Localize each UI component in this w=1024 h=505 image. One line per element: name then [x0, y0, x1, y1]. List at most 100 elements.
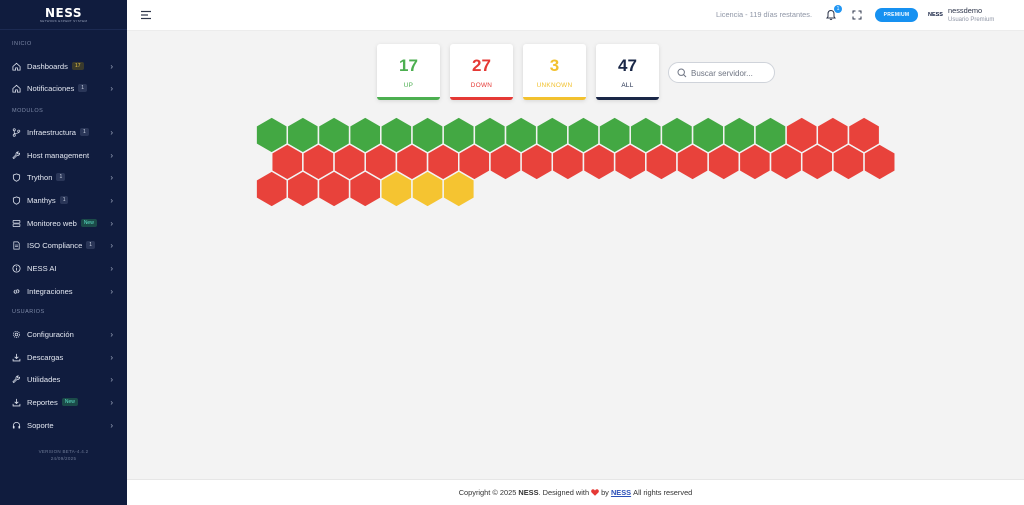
- stat-card-down[interactable]: 27 DOWN: [450, 44, 513, 100]
- shield-icon: [11, 195, 21, 205]
- chevron-right-icon: ›: [110, 329, 113, 339]
- user-name[interactable]: nessdemo: [948, 6, 983, 15]
- section-label-usuarios: USUARIOS: [12, 309, 45, 315]
- sidebar-item-configuracion[interactable]: Configuración ›: [0, 325, 127, 343]
- sidebar-item-label: Configuración: [27, 329, 74, 339]
- sidebar-item-label: Host management: [27, 150, 90, 160]
- sidebar-item-label: Integraciones: [27, 286, 73, 296]
- premium-button[interactable]: PREMIUM: [875, 8, 918, 22]
- sidebar-item-infraestructura[interactable]: Infraestructura 1 ›: [0, 123, 127, 141]
- stat-bar-all: [596, 97, 659, 100]
- footer-ness-link[interactable]: NESS: [610, 488, 632, 497]
- heart-icon: [591, 489, 599, 496]
- user-avatar[interactable]: NESS: [928, 12, 943, 18]
- stat-bar-unknown: [523, 97, 586, 100]
- stat-card-unknown[interactable]: 3 UNKNOWN: [523, 44, 586, 100]
- sidebar-item-iso-compliance[interactable]: ISO Compliance 1 ›: [0, 236, 127, 254]
- chevron-right-icon: ›: [110, 286, 113, 296]
- sidebar-item-label: Soporte: [27, 420, 54, 430]
- server-icon: [11, 218, 21, 228]
- sidebar-item-badge: 1: [79, 128, 89, 136]
- wrench-icon: [11, 374, 21, 384]
- chevron-right-icon: ›: [110, 83, 113, 93]
- chevron-right-icon: ›: [110, 352, 113, 362]
- chevron-right-icon: ›: [110, 127, 113, 137]
- sidebar-item-host-management[interactable]: Host management ›: [0, 146, 127, 164]
- user-role: Usuario Premium: [948, 17, 995, 23]
- info-icon: [11, 263, 21, 273]
- sidebar-item-badge: 17: [71, 62, 84, 70]
- home-icon: [11, 83, 21, 93]
- footer-by: by: [601, 488, 609, 497]
- shield-icon: [11, 172, 21, 182]
- chevron-right-icon: ›: [110, 263, 113, 273]
- sidebar-item-label: Infraestructura: [27, 127, 76, 137]
- brand-logo[interactable]: NESS NETWORK EXPERT SYSTEM: [0, 0, 127, 30]
- top-bar: Licencia - 119 días restantes. 1 PREMIUM…: [127, 0, 1024, 31]
- branch-icon: [11, 127, 21, 137]
- stat-label-unknown: UNKNOWN: [536, 82, 573, 89]
- chevron-right-icon: ›: [110, 240, 113, 250]
- sidebar-item-label: ISO Compliance: [27, 240, 83, 250]
- home-icon: [11, 61, 21, 71]
- server-hex-unknown[interactable]: [442, 170, 476, 208]
- gear-icon: [11, 329, 21, 339]
- stat-card-up[interactable]: 17 UP: [377, 44, 440, 100]
- sidebar-item-badge: 1: [59, 196, 69, 204]
- fullscreen-icon[interactable]: [852, 10, 862, 20]
- footer-brand: NESS: [518, 488, 539, 497]
- menu-toggle-icon[interactable]: [140, 9, 152, 21]
- chevron-right-icon: ›: [110, 218, 113, 228]
- version-info: VERSION BETA-4.4.2 24/09/2025: [0, 448, 127, 462]
- server-hex-down[interactable]: [863, 143, 896, 181]
- license-text: Licencia - 119 días restantes.: [716, 10, 812, 19]
- sidebar-item-badge: 1: [56, 173, 66, 181]
- footer-rights: All rights reserved: [633, 488, 693, 497]
- sidebar-item-label: Manthys: [27, 195, 56, 205]
- sidebar-item-label: Monitoreo web: [27, 218, 77, 228]
- stat-card-all[interactable]: 47 ALL: [596, 44, 659, 100]
- wrench-icon: [11, 150, 21, 160]
- section-label-inicio: INICIO: [12, 41, 32, 47]
- sidebar-item-manthys[interactable]: Manthys 1 ›: [0, 191, 127, 209]
- bell-icon[interactable]: [825, 9, 837, 21]
- sidebar-item-utilidades[interactable]: Utilidades ›: [0, 370, 127, 388]
- sidebar-item-label: Trython: [27, 172, 53, 182]
- sidebar-item-ness-ai[interactable]: NESS AI ›: [0, 259, 127, 277]
- sidebar-item-label: Descargas: [27, 352, 64, 362]
- sidebar-item-reportes[interactable]: Reportes New ›: [0, 393, 127, 411]
- notification-count-badge: 1: [834, 5, 842, 13]
- sidebar-item-trython[interactable]: Trython 1 ›: [0, 168, 127, 186]
- chevron-right-icon: ›: [110, 150, 113, 160]
- chevron-right-icon: ›: [110, 195, 113, 205]
- search-input[interactable]: [691, 66, 771, 80]
- footer-copyright: Copyright © 2025: [458, 488, 517, 497]
- sidebar-item-monitoreo-web[interactable]: Monitoreo web New ›: [0, 214, 127, 232]
- sidebar-item-notificaciones[interactable]: Notificaciones 1 ›: [0, 79, 127, 97]
- section-label-modulos: MODULOS: [12, 108, 44, 114]
- chevron-right-icon: ›: [110, 61, 113, 71]
- stat-label-all: ALL: [621, 82, 634, 89]
- footer-designed: . Designed with: [538, 488, 590, 497]
- sidebar-item-badge: 1: [78, 84, 88, 92]
- sidebar-item-label: Dashboards: [27, 61, 68, 71]
- stat-label-up: UP: [403, 82, 414, 89]
- download-icon: [11, 397, 21, 407]
- document-icon: [11, 240, 21, 250]
- sidebar-item-descargas[interactable]: Descargas ›: [0, 348, 127, 366]
- sidebar-item-badge: 1: [86, 241, 96, 249]
- headset-icon: [11, 420, 21, 430]
- sidebar-item-soporte[interactable]: Soporte ›: [0, 416, 127, 434]
- version-label: VERSION BETA-4.4.2: [38, 449, 89, 454]
- stat-bar-down: [450, 97, 513, 100]
- stat-value-down: 27: [472, 56, 491, 75]
- sidebar-item-integraciones[interactable]: Integraciones ›: [0, 282, 127, 300]
- footer: Copyright © 2025 NESS. Designed with by …: [127, 479, 1024, 505]
- stat-label-down: DOWN: [470, 82, 493, 89]
- sidebar-item-dashboards[interactable]: Dashboards 17 ›: [0, 57, 127, 75]
- stat-value-up: 17: [399, 56, 418, 75]
- brand-tagline: NETWORK EXPERT SYSTEM: [39, 18, 88, 23]
- stat-value-unknown: 3: [549, 56, 560, 75]
- stat-value-all: 47: [618, 56, 637, 75]
